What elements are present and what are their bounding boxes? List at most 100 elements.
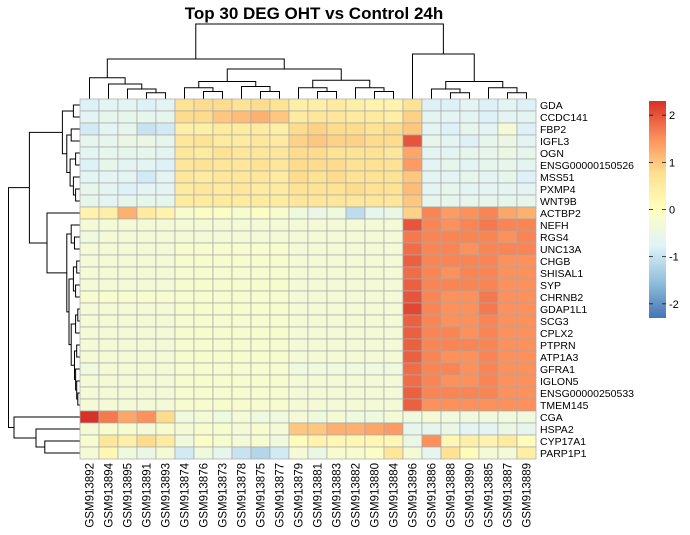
heatmap-cell <box>79 446 100 460</box>
heatmap-cell <box>155 230 176 244</box>
heatmap-cell <box>516 170 537 184</box>
heatmap-cell <box>136 410 157 424</box>
heatmap-cell <box>516 350 537 364</box>
row-label: ENSG00000250533 <box>540 388 634 400</box>
heatmap-cell <box>478 254 499 268</box>
heatmap-cell <box>250 314 271 328</box>
heatmap-cell <box>326 158 347 172</box>
heatmap-cell <box>364 206 385 220</box>
row-label: ATP1A3 <box>540 352 578 364</box>
heatmap-cell <box>136 314 157 328</box>
heatmap-cell <box>383 434 404 448</box>
heatmap-cell <box>269 422 290 436</box>
heatmap-cell <box>193 218 214 232</box>
heatmap-cell <box>231 98 252 112</box>
heatmap-cell <box>269 362 290 376</box>
heatmap-cell <box>402 230 423 244</box>
heatmap-cell <box>326 350 347 364</box>
heatmap-cell <box>440 134 461 148</box>
heatmap-cell <box>288 266 309 280</box>
heatmap-cell <box>79 182 100 196</box>
heatmap-cell <box>421 218 442 232</box>
heatmap-cell <box>364 386 385 400</box>
heatmap-cell <box>212 338 233 352</box>
heatmap-cell <box>155 218 176 232</box>
heatmap-cell <box>79 338 100 352</box>
heatmap-cell <box>459 182 480 196</box>
column-label: GSM913885 <box>484 463 496 528</box>
heatmap-cell <box>383 350 404 364</box>
row-label: RGS4 <box>540 232 569 244</box>
heatmap-cell <box>383 206 404 220</box>
heatmap-cell <box>269 194 290 208</box>
heatmap-cell <box>250 362 271 376</box>
heatmap-cell <box>383 122 404 136</box>
heatmap-cell <box>117 230 138 244</box>
heatmap-cell <box>307 122 328 136</box>
heatmap-cell <box>288 242 309 256</box>
heatmap-cell <box>497 122 518 136</box>
heatmap-cell <box>193 134 214 148</box>
heatmap-cell <box>269 170 290 184</box>
heatmap-cell <box>79 158 100 172</box>
heatmap-cell <box>326 182 347 196</box>
heatmap-cell <box>402 134 423 148</box>
heatmap-cell <box>497 302 518 316</box>
heatmap-cell <box>326 374 347 388</box>
heatmap-cell <box>136 266 157 280</box>
heatmap-cell <box>98 446 119 460</box>
heatmap-cell <box>307 410 328 424</box>
heatmap-cell <box>231 338 252 352</box>
heatmap-cell <box>212 194 233 208</box>
dendrogram-branch <box>195 23 444 59</box>
heatmap-cell <box>174 422 195 436</box>
heatmap-cell <box>497 158 518 172</box>
heatmap-cell <box>212 230 233 244</box>
heatmap-cell <box>250 230 271 244</box>
heatmap-cell <box>288 146 309 160</box>
heatmap-cell <box>478 134 499 148</box>
heatmap-cell <box>269 278 290 292</box>
heatmap-cell <box>516 122 537 136</box>
heatmap-cell <box>174 278 195 292</box>
heatmap-cell <box>79 98 100 112</box>
heatmap-cell <box>79 122 100 136</box>
heatmap-cell <box>79 302 100 316</box>
heatmap-cell <box>326 242 347 256</box>
heatmap-cell <box>231 314 252 328</box>
heatmap-cell <box>402 278 423 292</box>
dendrogram-branch <box>507 92 527 99</box>
heatmap-cell <box>79 290 100 304</box>
heatmap-cell <box>345 410 366 424</box>
heatmap-cell <box>440 110 461 124</box>
heatmap-cell <box>250 158 271 172</box>
heatmap-cell <box>326 410 347 424</box>
heatmap-cell <box>326 314 347 328</box>
heatmap-cell <box>174 434 195 448</box>
heatmap-cell <box>326 326 347 340</box>
heatmap-cell <box>212 302 233 316</box>
heatmap-cell <box>193 110 214 124</box>
heatmap-cell <box>79 230 100 244</box>
heatmap-cell <box>231 146 252 160</box>
heatmap-cell <box>136 326 157 340</box>
heatmap-cell <box>288 314 309 328</box>
row-label: GDA <box>540 100 563 112</box>
heatmap-cell <box>478 218 499 232</box>
heatmap-cell <box>497 434 518 448</box>
heatmap-cell <box>212 398 233 412</box>
heatmap-cell <box>326 398 347 412</box>
heatmap-cell <box>250 434 271 448</box>
heatmap-cell <box>364 98 385 112</box>
heatmap-cell <box>174 266 195 280</box>
heatmap-cell <box>193 434 214 448</box>
heatmap-cell <box>497 170 518 184</box>
heatmap-cell <box>421 230 442 244</box>
heatmap-cell <box>250 410 271 424</box>
heatmap-cell <box>383 374 404 388</box>
dendrogram-branch <box>241 86 271 99</box>
heatmap-cell <box>421 326 442 340</box>
heatmap-cell <box>193 374 214 388</box>
row-label: TMEM145 <box>540 400 589 412</box>
dendrogram-branch <box>488 87 518 99</box>
